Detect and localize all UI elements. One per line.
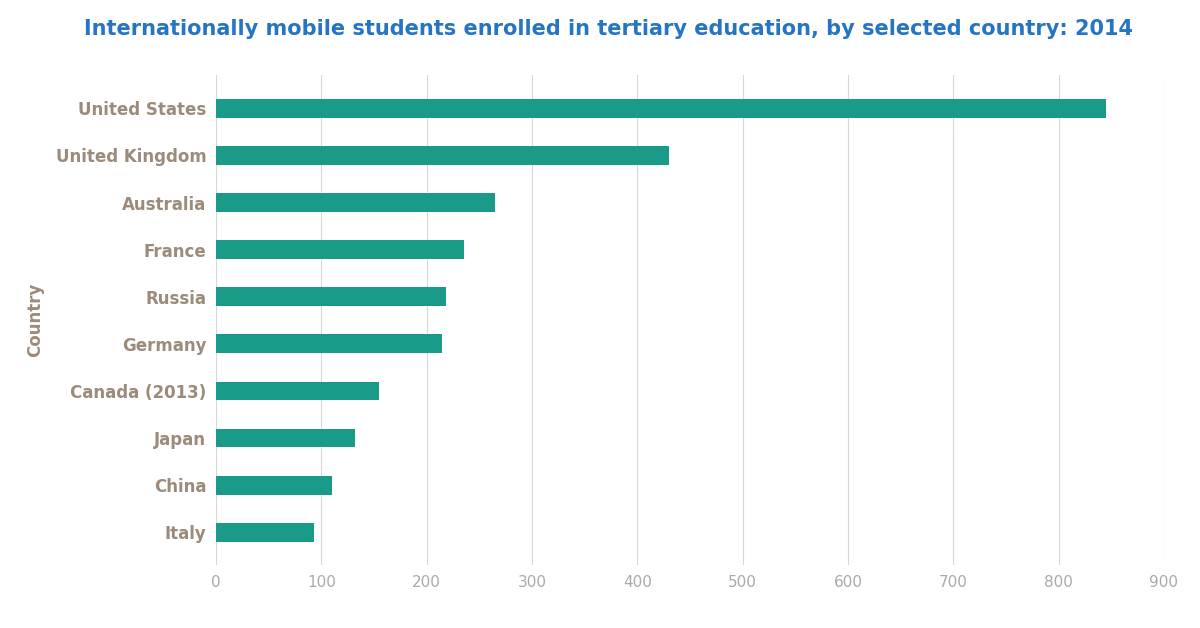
Bar <box>216 381 379 401</box>
Bar <box>216 287 445 306</box>
Bar <box>216 146 668 165</box>
Bar <box>216 240 463 259</box>
Y-axis label: Country: Country <box>26 283 44 357</box>
Text: Internationally mobile students enrolled in tertiary education, by selected coun: Internationally mobile students enrolled… <box>84 19 1133 39</box>
Bar <box>216 334 443 353</box>
Bar <box>216 522 314 541</box>
Bar <box>216 428 355 447</box>
Bar <box>216 476 332 495</box>
Bar <box>216 99 1106 117</box>
Bar <box>216 193 496 212</box>
